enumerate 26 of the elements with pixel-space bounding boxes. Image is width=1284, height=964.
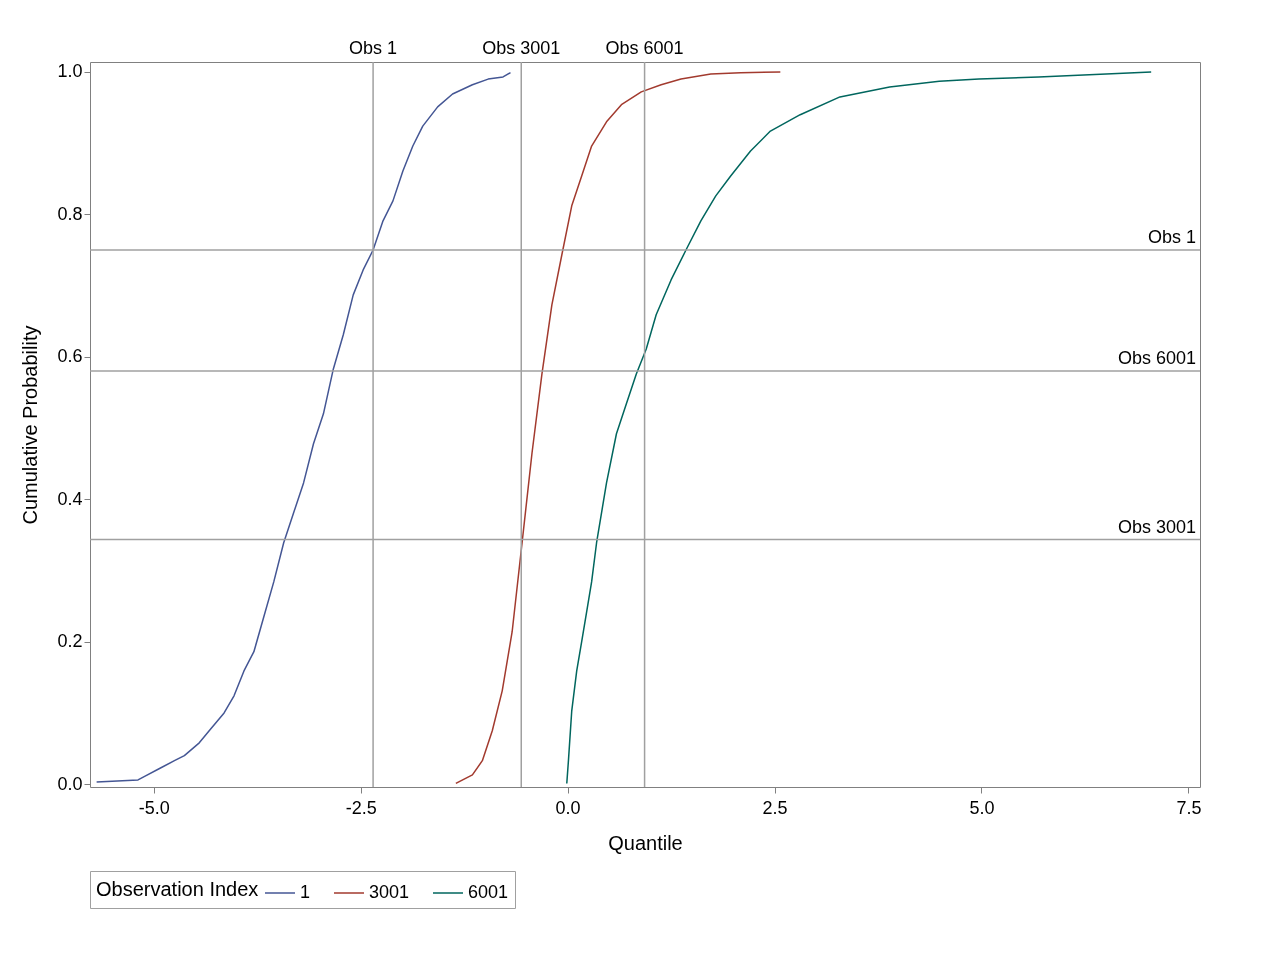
- x-tick-label: 7.5: [1176, 797, 1202, 818]
- y-tick-label: 0.2: [57, 631, 83, 652]
- y-tick-label: 0.6: [57, 346, 83, 367]
- legend-label: 1: [300, 882, 311, 902]
- legend-label: 6001: [468, 882, 509, 902]
- ref-line-label: Obs 6001: [605, 38, 684, 58]
- x-tick-label: 5.0: [969, 797, 995, 818]
- y-tick-label: 0.0: [57, 773, 83, 794]
- line-series: [455, 71, 782, 785]
- ref-line-label: Obs 1: [1147, 227, 1196, 248]
- ref-line-label: Obs 3001: [1117, 516, 1196, 537]
- legend-title: Observation Index: [96, 878, 259, 900]
- x-tick-label: -2.5: [345, 797, 377, 818]
- x-tick-label: -5.0: [138, 797, 170, 818]
- x-tick-label: 2.5: [762, 797, 788, 818]
- x-tick-label: 0.0: [555, 797, 581, 818]
- y-tick-label: 0.8: [57, 203, 83, 224]
- y-tick-label: 1.0: [57, 61, 83, 82]
- legend-label: 3001: [369, 882, 410, 902]
- ref-line-label: Obs 6001: [1117, 348, 1196, 369]
- line-series: [95, 71, 512, 783]
- x-axis-title: Quantile: [608, 831, 683, 854]
- ref-line-label: Obs 3001: [482, 38, 561, 58]
- y-tick-label: 0.4: [57, 488, 83, 509]
- ref-line-label: Obs 1: [349, 38, 398, 58]
- y-axis-title: Cumulative Probability: [19, 325, 42, 525]
